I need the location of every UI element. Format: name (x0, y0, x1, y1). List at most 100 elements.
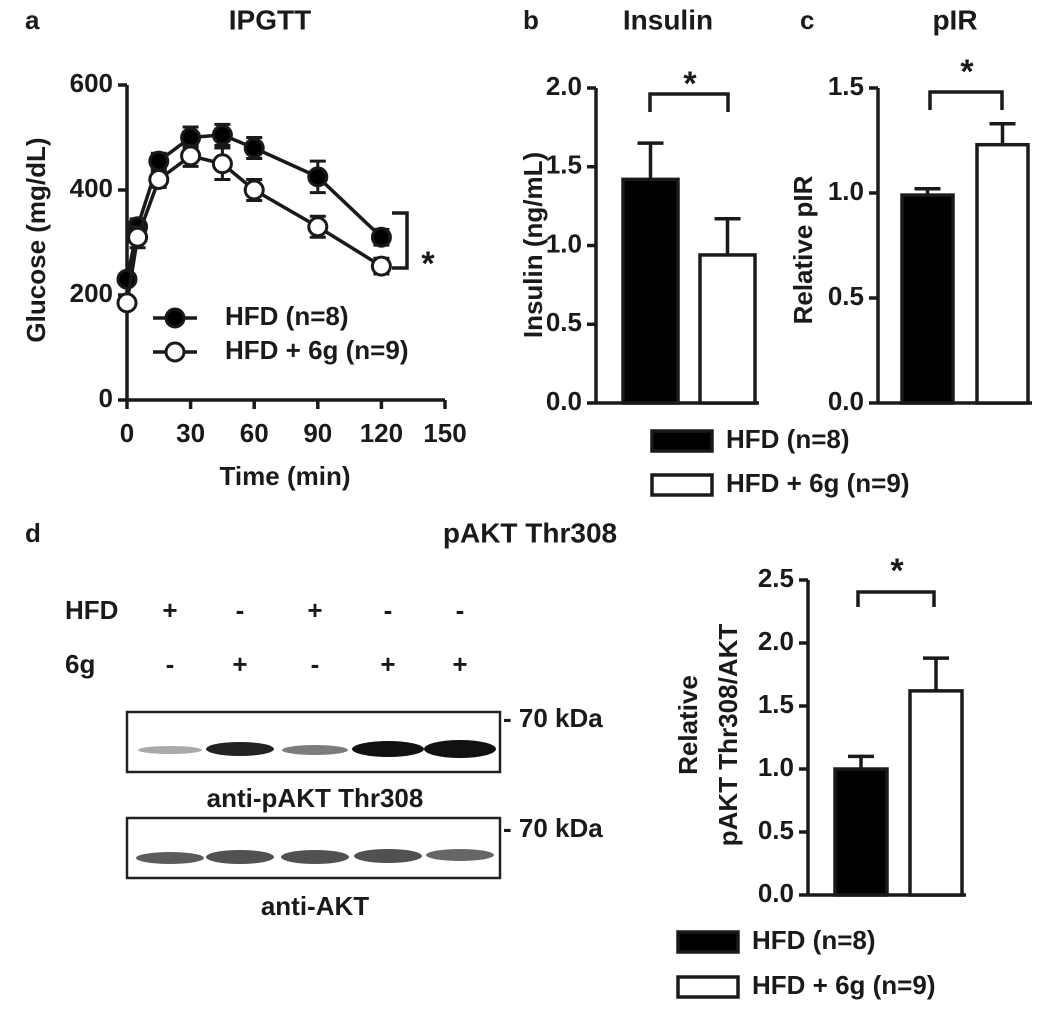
treatment-sign: - (456, 595, 465, 625)
legend-swatch (650, 473, 714, 497)
y-tick-label: 0.0 (546, 386, 582, 416)
y-tick-label: 0.5 (546, 307, 582, 337)
significance-bracket (392, 211, 409, 270)
blot-label: anti-pAKT Thr308 (207, 783, 424, 813)
annotation: * (960, 53, 974, 91)
y-tick-label: 0.5 (828, 281, 864, 311)
treatment-sign: + (380, 649, 395, 679)
bar (621, 177, 680, 405)
y-tick-label: 1.5 (546, 150, 582, 180)
data-point (180, 127, 202, 148)
legend-label: HFD (n=8) (752, 925, 876, 955)
blot-title: pAKT Thr308 (443, 517, 617, 548)
chart-title: Insulin (623, 4, 713, 35)
significance-bracket (648, 92, 730, 112)
error-bar (989, 121, 1016, 145)
bar (698, 253, 757, 405)
series-line (125, 133, 383, 280)
significance-bracket (856, 590, 936, 607)
treatment-sign: + (232, 649, 247, 679)
y-tick-label: 1.0 (546, 228, 582, 258)
panel-label: c (800, 5, 814, 35)
y-tick-label: 400 (70, 173, 113, 203)
y-tick-label: 600 (70, 68, 113, 98)
significance-bracket (928, 90, 1004, 110)
data-point (148, 169, 170, 190)
row-label: HFD (65, 595, 118, 625)
treatment-sign: + (162, 595, 177, 625)
data-point (307, 216, 329, 238)
bands (136, 849, 494, 864)
bar (833, 767, 889, 897)
bar (908, 689, 964, 897)
treatment-sign: - (384, 595, 393, 625)
y-axis-label: Glucose (mg/dL) (21, 137, 51, 342)
bar (975, 142, 1030, 405)
row-label: 6g (65, 649, 95, 679)
annotation: * (421, 245, 435, 283)
blot-label: anti-AKT (261, 891, 369, 921)
panel-label: a (25, 5, 40, 35)
x-tick-label: 150 (423, 418, 466, 448)
error-bar (848, 754, 874, 769)
x-tick-label: 90 (303, 418, 332, 448)
treatment-sign: + (307, 595, 322, 625)
bands (138, 740, 496, 758)
legend-swatch (676, 930, 740, 954)
error-bar (637, 141, 664, 180)
chart-title: IPGTT (229, 4, 311, 35)
x-tick-label: 120 (360, 418, 403, 448)
data-point (370, 255, 392, 277)
data-point (180, 145, 202, 167)
y-tick-label: 1.0 (828, 176, 864, 206)
y-axis-label: Insulin (ng/mL) (518, 152, 548, 338)
size-marker: - 70 kDa (503, 813, 603, 843)
treatment-sign: - (166, 649, 175, 679)
y-tick-label: 200 (70, 278, 113, 308)
panel-label: d (25, 518, 41, 548)
bar (900, 193, 955, 405)
data-point (211, 153, 233, 175)
treatment-sign: + (452, 649, 467, 679)
y-tick-label: 2.0 (546, 71, 582, 101)
legend-label: HFD + 6g (n=9) (752, 970, 935, 1000)
y-tick-label: 0.0 (828, 386, 864, 416)
y-tick-label: 0.5 (758, 815, 794, 845)
annotation: * (890, 552, 904, 590)
legend-label: HFD + 6g (n=9) (225, 335, 408, 365)
error-bar (923, 656, 949, 691)
y-axis-label: Relative (673, 675, 703, 775)
data-point (211, 124, 233, 146)
legend-label: HFD (n=8) (225, 301, 349, 331)
y-tick-label: 1.5 (758, 689, 794, 719)
chart-title: pIR (932, 4, 977, 35)
data-point (127, 226, 149, 248)
y-tick-label: 0 (99, 383, 113, 413)
x-tick-label: 60 (240, 418, 269, 448)
panel-label: b (523, 5, 539, 35)
legend-label: HFD (n=8) (726, 424, 850, 454)
y-tick-label: 1.0 (758, 752, 794, 782)
y-tick-label: 2.5 (758, 563, 794, 593)
legend-marker (164, 341, 186, 363)
data-point (116, 292, 138, 314)
data-point (148, 150, 170, 172)
blot-membrane (125, 816, 502, 880)
legend-marker (164, 307, 186, 329)
y-tick-label: 2.0 (758, 626, 794, 656)
x-axis-label: Time (min) (220, 461, 351, 491)
legend-swatch (676, 975, 740, 999)
x-tick-label: 0 (120, 418, 134, 448)
y-tick-label: 1.5 (828, 71, 864, 101)
error-bar (714, 216, 741, 255)
data-point (243, 179, 265, 201)
x-tick-label: 30 (176, 418, 205, 448)
treatment-sign: - (311, 649, 320, 679)
size-marker: - 70 kDa (503, 703, 603, 733)
data-point (307, 166, 329, 188)
data-point (243, 137, 265, 159)
annotation: * (683, 65, 697, 103)
legend-swatch (650, 429, 714, 453)
data-point (370, 226, 392, 248)
